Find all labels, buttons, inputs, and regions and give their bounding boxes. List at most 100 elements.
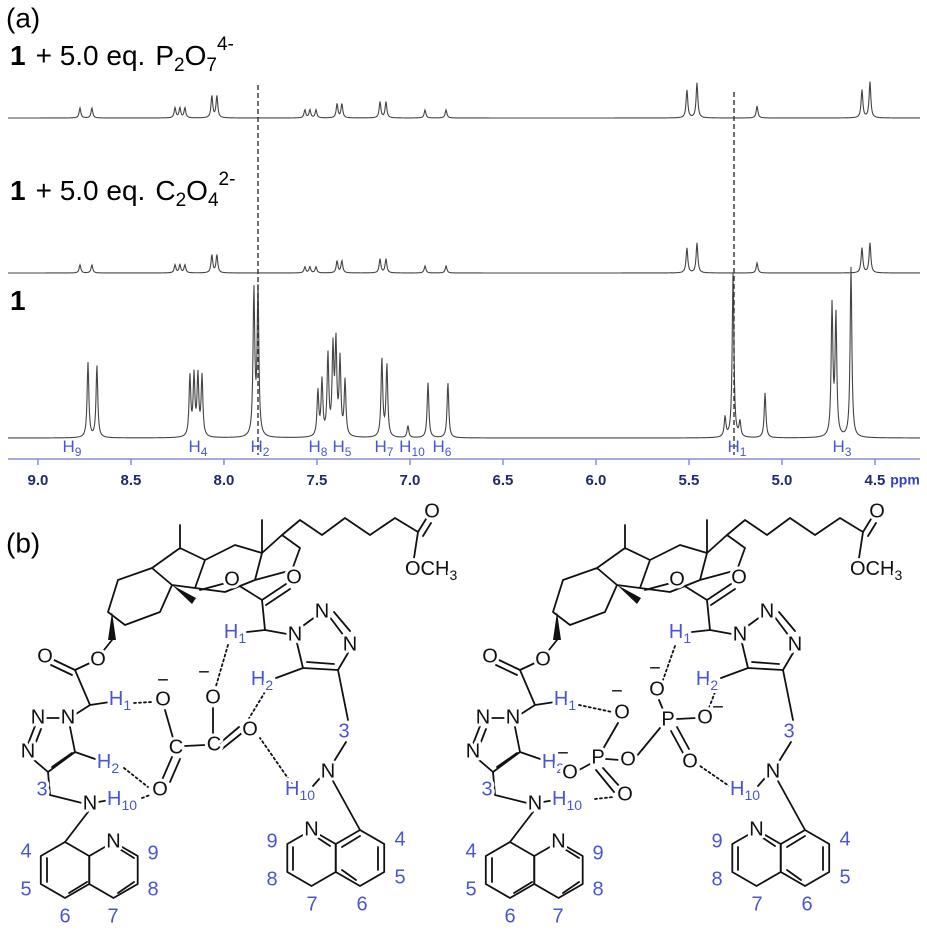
hydrogen-bonds — [559, 645, 736, 800]
atom-label: N — [466, 740, 480, 762]
atom-label: O — [697, 706, 713, 728]
atom-label: N — [61, 706, 75, 728]
atom-label: H2 — [251, 668, 273, 692]
atom-label-subscript: 1 — [238, 630, 246, 646]
atom-label: 4 — [839, 828, 850, 850]
atom-label: O — [731, 566, 747, 588]
peak-label-base: H — [399, 437, 411, 456]
atom-label: − — [611, 680, 623, 702]
atom-label: 6 — [504, 905, 515, 927]
atom-label: 5 — [20, 878, 31, 900]
atom-label-base: H — [251, 668, 265, 690]
tick-label: 8.5 — [121, 472, 142, 489]
atom-label-subscript: 3 — [894, 567, 902, 583]
atom-label-base: OCH — [405, 558, 449, 580]
atom-label: N — [506, 706, 520, 728]
compound: 1 — [10, 40, 26, 71]
atom-label: − — [712, 696, 724, 718]
formula-charge: 2- — [219, 169, 236, 190]
atom-label: O — [614, 701, 630, 723]
atom-label-base: H — [696, 668, 710, 690]
peak-label-subscript: 7 — [387, 445, 394, 459]
panel-label: (b) — [6, 527, 40, 558]
atom-label-base: H — [224, 621, 238, 643]
formula-element: O — [185, 40, 207, 71]
atom-label: P — [591, 746, 604, 768]
atom-label: OCH3 — [405, 558, 457, 582]
atom-label: 5 — [394, 866, 405, 888]
atom-label: 5 — [465, 878, 476, 900]
atom-label: 4 — [465, 840, 476, 862]
peak-label-base: H — [309, 437, 321, 456]
atom-label: O — [682, 750, 698, 772]
formula-subscript: 4 — [208, 190, 219, 211]
atom-label: N — [766, 760, 780, 782]
atom-label-subscript: 10 — [299, 787, 315, 803]
atom-label-base: H — [542, 751, 556, 773]
atom-label: N — [31, 706, 45, 728]
atom-label-subscript: 10 — [744, 787, 760, 803]
tick-label: 5.0 — [772, 472, 793, 489]
atom-label: N — [788, 633, 802, 655]
atom-label: 9 — [147, 842, 158, 864]
atom-label: 3 — [481, 778, 492, 800]
atom-label: O — [869, 500, 885, 522]
atom-label: N — [528, 792, 542, 814]
atom-label-base: H — [554, 688, 568, 710]
formula-subscript: 2 — [176, 190, 187, 211]
atom-label: OCH3 — [850, 558, 902, 582]
atom-label: 9 — [266, 830, 277, 852]
peak-label-base: H — [333, 437, 345, 456]
atom-label: H1 — [554, 688, 576, 712]
atom-label: O — [535, 648, 551, 670]
peak-label-base: H — [251, 437, 263, 456]
spectra: 1 + 5.0 eq. P2O74-1 + 5.0 eq. C2O42-19.0 8.5 8… — [8, 34, 921, 489]
atom-label: H1 — [224, 621, 246, 645]
atom-label: N — [760, 600, 774, 622]
atom-label-base: H — [552, 788, 566, 810]
peak-label-base: H — [833, 437, 845, 456]
peak-label-subscript: 4 — [201, 445, 208, 459]
trace-label: 1 + 5.0 eq. C2O42- — [10, 169, 235, 211]
atom-label-base: H — [107, 788, 121, 810]
formula-subscript: 7 — [206, 55, 217, 76]
atom-label: C — [207, 733, 221, 755]
peak-label: H9 — [63, 437, 82, 459]
atom-label-subscript: 2 — [111, 760, 119, 776]
atom-label: H2 — [696, 668, 718, 692]
atom-label: O — [286, 566, 302, 588]
atom-label: H10 — [730, 778, 760, 802]
atom-label: − — [557, 742, 569, 764]
atom-label: 3 — [783, 720, 794, 742]
trace-label: 1 — [10, 285, 26, 316]
atom-label: 9 — [711, 830, 722, 852]
atom-label: N — [315, 600, 329, 622]
atom-label: 7 — [306, 893, 317, 915]
axis-unit: ppm — [890, 472, 920, 488]
atom-label-subscript: 10 — [566, 797, 582, 813]
peak-label-subscript: 3 — [845, 445, 852, 459]
atom-label: 3 — [36, 778, 47, 800]
panel-label: (a) — [6, 2, 40, 33]
peak-label: H10 — [399, 437, 425, 459]
atom-label: H10 — [107, 788, 137, 812]
atom-label: N — [83, 792, 97, 814]
compound: 1 — [10, 285, 26, 316]
peak-label: H3 — [833, 437, 852, 459]
tick-label: 9.0 — [28, 472, 49, 489]
atom-label: O — [37, 645, 53, 667]
atom-label: H1 — [109, 688, 131, 712]
atom-label: O — [649, 678, 665, 700]
peak-label-subscript: 2 — [263, 445, 270, 459]
trace-label: 1 + 5.0 eq. P2O74- — [10, 34, 234, 76]
tick-label: 6.0 — [586, 472, 607, 489]
atom-label: O — [617, 783, 633, 805]
peak-label-subscript: 10 — [411, 445, 425, 459]
peak-label: H2 — [251, 437, 270, 459]
atom-label: N — [304, 818, 318, 840]
atom-label-base: H — [669, 621, 683, 643]
tick-label: 4.5 — [865, 472, 886, 489]
atom-label: H10 — [285, 778, 315, 802]
atom-label: 6 — [356, 893, 367, 915]
